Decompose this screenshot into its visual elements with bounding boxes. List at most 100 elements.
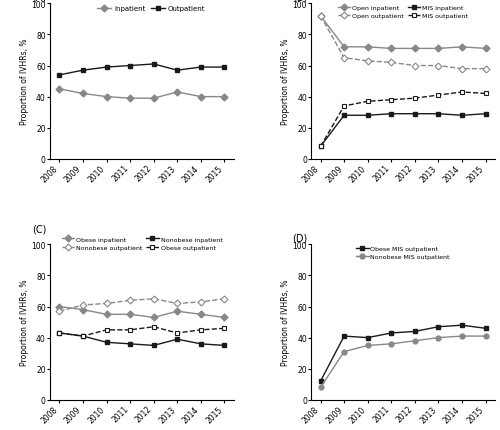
Text: (B): (B)	[293, 0, 308, 3]
Obese MIS outpatient	[341, 334, 347, 339]
Nonobese inpatient	[222, 343, 228, 348]
Obese MIS outpatient	[318, 379, 324, 384]
Obese inpatient	[80, 307, 86, 313]
Nonobese MIS outpatient	[388, 341, 394, 347]
MIS outpatient	[482, 92, 488, 97]
Outpatient	[56, 73, 62, 78]
Open inpatient	[341, 45, 347, 50]
Nonobese inpatient	[127, 341, 133, 347]
Obese outpatient	[104, 328, 110, 333]
Y-axis label: Proportion of IVHRs, %: Proportion of IVHRs, %	[20, 279, 28, 366]
Open inpatient	[318, 14, 324, 19]
Open outpatient	[388, 61, 394, 66]
Line: Inpatient: Inpatient	[57, 87, 227, 101]
Open outpatient	[436, 64, 442, 69]
Nonobese outpatient	[150, 296, 156, 301]
Obese inpatient	[127, 312, 133, 317]
Open inpatient	[412, 47, 418, 52]
Nonobese MIS outpatient	[318, 385, 324, 390]
Obese MIS outpatient	[482, 326, 488, 331]
Inpatient	[198, 95, 204, 100]
Line: Outpatient: Outpatient	[57, 62, 227, 78]
Y-axis label: Proportion of IVHRs, %: Proportion of IVHRs, %	[280, 39, 289, 125]
Line: Obese MIS outpatient: Obese MIS outpatient	[318, 323, 488, 384]
MIS outpatient	[318, 144, 324, 150]
Open outpatient	[318, 14, 324, 19]
Nonobese outpatient	[80, 303, 86, 308]
Inpatient	[104, 95, 110, 100]
Inpatient	[222, 95, 228, 100]
Nonobese MIS outpatient	[436, 335, 442, 341]
Nonobese MIS outpatient	[364, 343, 370, 348]
Obese outpatient	[127, 328, 133, 333]
Text: (C): (C)	[32, 224, 46, 234]
Open inpatient	[364, 45, 370, 50]
Open inpatient	[459, 45, 465, 50]
MIS inpatient	[436, 112, 442, 117]
Nonobese MIS outpatient	[459, 334, 465, 339]
MIS inpatient	[318, 144, 324, 150]
Obese MIS outpatient	[459, 323, 465, 328]
Line: Open outpatient: Open outpatient	[318, 14, 488, 72]
Outpatient	[104, 65, 110, 71]
Outpatient	[198, 65, 204, 71]
Line: Nonobese outpatient: Nonobese outpatient	[57, 297, 227, 314]
Line: Nonobese MIS outpatient: Nonobese MIS outpatient	[318, 334, 488, 390]
Line: Open inpatient: Open inpatient	[318, 14, 488, 52]
Open inpatient	[482, 47, 488, 52]
Obese outpatient	[222, 326, 228, 331]
Nonobese inpatient	[150, 343, 156, 348]
Obese MIS outpatient	[364, 335, 370, 341]
Open outpatient	[412, 64, 418, 69]
Open inpatient	[436, 47, 442, 52]
Inpatient	[56, 87, 62, 92]
Obese outpatient	[56, 331, 62, 336]
MIS outpatient	[436, 93, 442, 98]
MIS inpatient	[388, 112, 394, 117]
Legend: Inpatient, Outpatient: Inpatient, Outpatient	[96, 5, 206, 13]
Nonobese inpatient	[174, 337, 180, 342]
Text: (D): (D)	[292, 233, 308, 243]
Nonobese inpatient	[198, 341, 204, 347]
Y-axis label: Proportion of IVHRs, %: Proportion of IVHRs, %	[280, 279, 289, 366]
MIS inpatient	[412, 112, 418, 117]
Open inpatient	[388, 47, 394, 52]
MIS inpatient	[341, 114, 347, 119]
Obese MIS outpatient	[436, 324, 442, 329]
MIS outpatient	[364, 99, 370, 104]
Outpatient	[222, 65, 228, 71]
Legend: Obese inpatient, Nonobese outpatient, Nonobese inpatient, Obese outpatient: Obese inpatient, Nonobese outpatient, No…	[60, 236, 224, 252]
MIS inpatient	[482, 112, 488, 117]
MIS inpatient	[364, 114, 370, 119]
Nonobese outpatient	[174, 301, 180, 306]
Nonobese outpatient	[127, 298, 133, 303]
Legend: Open inpatient, Open outpatient, MIS inpatient, MIS outpatient: Open inpatient, Open outpatient, MIS inp…	[336, 4, 469, 21]
Nonobese outpatient	[104, 301, 110, 306]
Nonobese outpatient	[198, 300, 204, 305]
Obese inpatient	[56, 304, 62, 310]
Obese outpatient	[80, 334, 86, 339]
Line: Obese inpatient: Obese inpatient	[57, 304, 227, 320]
Open outpatient	[482, 67, 488, 72]
Text: (A): (A)	[32, 0, 46, 3]
Inpatient	[80, 92, 86, 97]
Open outpatient	[364, 59, 370, 64]
Nonobese MIS outpatient	[412, 338, 418, 344]
MIS outpatient	[459, 90, 465, 95]
MIS outpatient	[412, 96, 418, 101]
Line: MIS inpatient: MIS inpatient	[318, 112, 488, 150]
Outpatient	[150, 62, 156, 68]
Obese inpatient	[222, 315, 228, 320]
Obese inpatient	[150, 315, 156, 320]
Line: Obese outpatient: Obese outpatient	[57, 325, 227, 339]
MIS outpatient	[388, 98, 394, 103]
Nonobese outpatient	[222, 296, 228, 301]
Obese MIS outpatient	[412, 329, 418, 334]
Obese MIS outpatient	[388, 331, 394, 336]
Obese outpatient	[174, 331, 180, 336]
Obese inpatient	[174, 309, 180, 314]
Open outpatient	[341, 56, 347, 61]
Y-axis label: Proportion of IVHRs, %: Proportion of IVHRs, %	[20, 39, 28, 125]
Nonobese inpatient	[104, 340, 110, 345]
Obese outpatient	[198, 328, 204, 333]
